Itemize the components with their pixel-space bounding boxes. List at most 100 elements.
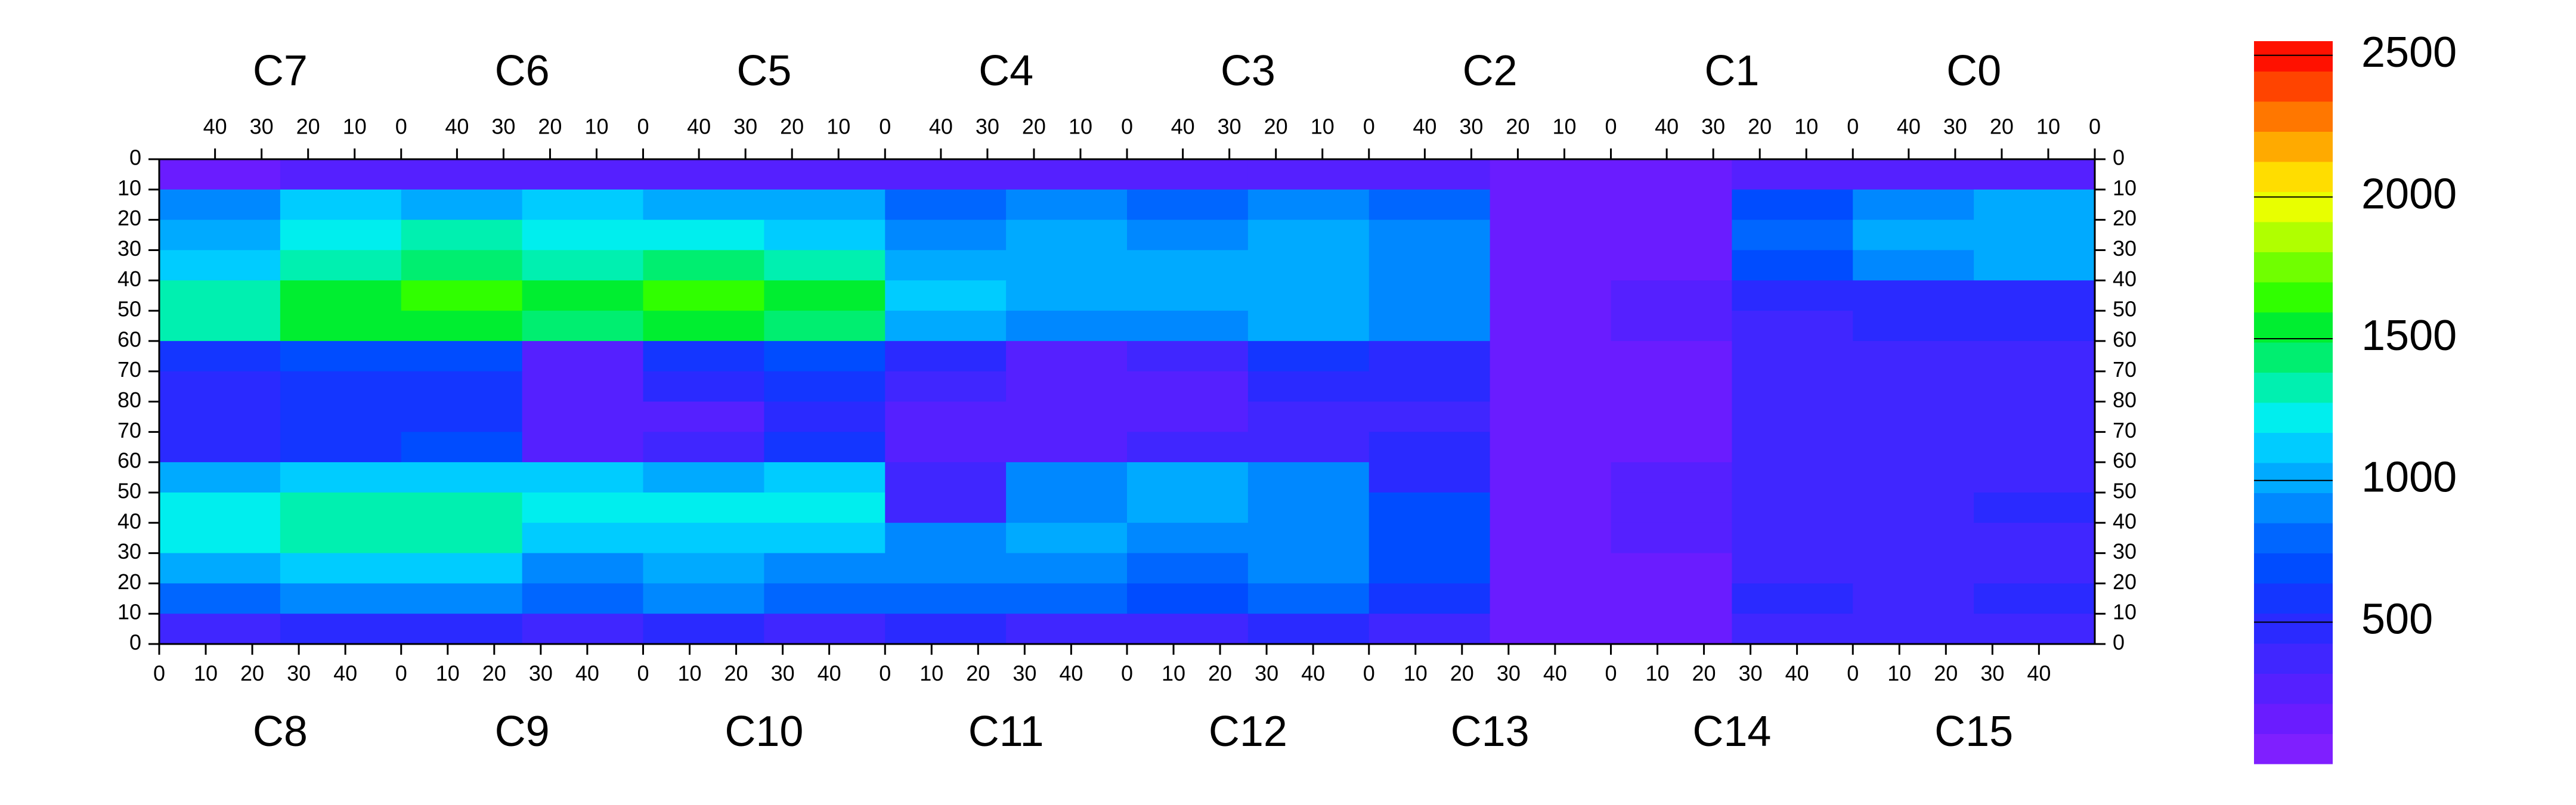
heat-cell: [1853, 189, 1974, 221]
heat-cell: [1368, 159, 1491, 190]
heat-cell: [1490, 462, 1611, 493]
heat-cell: [643, 614, 764, 645]
heat-cell: [1006, 159, 1128, 190]
x-tick-label: 40: [1171, 114, 1195, 139]
heat-cell: [1368, 219, 1491, 250]
heat-cell: [1006, 371, 1128, 402]
x-tick-label: 30: [287, 661, 311, 686]
heat-cell: [764, 553, 886, 584]
heat-cell: [1974, 219, 2095, 250]
heat-cell: [401, 340, 523, 372]
colorbar-label: 1500: [2361, 312, 2457, 360]
heat-cell: [1611, 553, 1732, 584]
heat-cell: [1247, 311, 1370, 342]
heat-cell: [1490, 189, 1611, 221]
heat-cell: [1974, 159, 2095, 190]
heat-cell: [643, 432, 764, 463]
heat-cell: [1732, 462, 1853, 493]
heat-cell: [1853, 401, 1974, 432]
heat-cell: [1611, 219, 1732, 250]
heat-cell: [1611, 401, 1732, 432]
y-tick-label: 20: [117, 206, 141, 230]
heat-cell: [643, 583, 764, 614]
y-tick-label: 10: [117, 600, 141, 624]
colorbar-swatch: [2254, 101, 2333, 132]
heat-cell: [1006, 189, 1128, 221]
y-tick-label: 50: [2113, 478, 2137, 503]
chip-label: C12: [1209, 708, 1287, 756]
y-tick-label: 30: [2113, 539, 2137, 564]
y-tick-label: 40: [117, 267, 141, 291]
x-tick-label: 20: [1506, 114, 1530, 139]
heat-cell: [1853, 311, 1974, 342]
x-tick-label: 20: [724, 661, 748, 686]
heat-cell: [1127, 492, 1249, 524]
x-tick-label: 20: [780, 114, 804, 139]
x-tick-label: 0: [879, 661, 891, 686]
x-tick-label: 10: [1887, 661, 1911, 686]
heat-cell: [280, 371, 402, 402]
chip-label: C6: [495, 47, 550, 95]
heat-cell: [1247, 462, 1370, 493]
x-tick-label: 40: [1785, 661, 1809, 686]
heat-cell: [1490, 280, 1611, 311]
colorbar-swatch: [2254, 312, 2333, 343]
chip-label: C4: [979, 47, 1033, 95]
x-tick-label: 10: [1552, 114, 1576, 139]
x-tick-label: 10: [1404, 661, 1428, 686]
heat-cell: [1490, 159, 1611, 190]
heat-cell: [1732, 189, 1853, 221]
y-tick-label: 80: [117, 388, 141, 412]
heat-cell: [159, 614, 281, 645]
x-tick-label: 10: [1646, 661, 1670, 686]
heat-cell: [1974, 553, 2095, 584]
colorbar-swatch: [2254, 342, 2333, 373]
heat-cell: [1127, 311, 1249, 342]
x-tick-label: 40: [2027, 661, 2051, 686]
heat-cell: [522, 250, 643, 281]
colorbar-swatch: [2254, 372, 2333, 403]
heat-cell: [1127, 189, 1249, 221]
heat-cell: [401, 583, 523, 614]
heat-cell: [1974, 250, 2095, 281]
heat-cell: [764, 189, 886, 221]
heat-cell: [522, 553, 643, 584]
heat-cell: [1974, 401, 2095, 432]
x-tick-label: 10: [194, 661, 218, 686]
heat-cell: [764, 371, 886, 402]
heat-cell: [1611, 250, 1732, 281]
heat-cell: [1006, 250, 1128, 281]
y-tick-label: 30: [117, 539, 141, 564]
heat-cell: [1853, 219, 1974, 250]
x-tick-label: 40: [687, 114, 711, 139]
heat-cell: [280, 311, 402, 342]
x-tick-label: 20: [1934, 661, 1958, 686]
heat-cell: [1611, 189, 1732, 221]
heat-cell: [1611, 492, 1732, 524]
y-tick-label: 70: [117, 357, 141, 382]
heat-cell: [1732, 492, 1853, 524]
heat-cell: [401, 189, 523, 221]
heat-cell: [1127, 159, 1249, 190]
x-tick-label: 20: [1748, 114, 1772, 139]
x-tick-label: 40: [1059, 661, 1083, 686]
colorbar-label: 500: [2361, 595, 2433, 643]
x-tick-label: 20: [966, 661, 990, 686]
x-tick-label: 30: [1218, 114, 1241, 139]
heat-cell: [1368, 492, 1491, 524]
heat-cell: [1127, 401, 1249, 432]
y-tick-label: 10: [2113, 175, 2137, 200]
heat-cell: [1611, 614, 1732, 645]
x-tick-label: 20: [1450, 661, 1474, 686]
colorbar-swatch: [2254, 41, 2333, 72]
heat-cell: [1006, 340, 1128, 372]
heat-cell: [1368, 432, 1491, 463]
heat-cell: [764, 462, 886, 493]
heat-cell: [1974, 462, 2095, 493]
heat-cell: [159, 280, 281, 311]
heat-cell: [280, 614, 402, 645]
heat-cell: [885, 401, 1007, 432]
heat-cell: [885, 159, 1007, 190]
heat-cell: [1490, 219, 1611, 250]
x-tick-label: 40: [929, 114, 953, 139]
